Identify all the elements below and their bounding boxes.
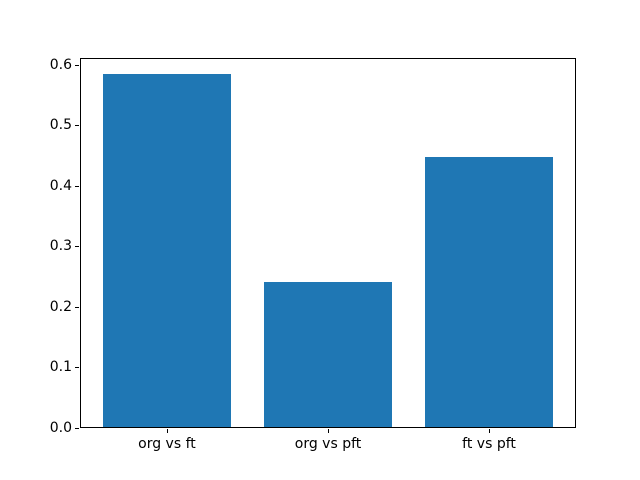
y-tick-mark [75, 185, 79, 187]
y-tick-mark [75, 64, 79, 66]
y-tick-mark [75, 367, 79, 369]
x-tick-label: ft vs pft [462, 435, 516, 452]
y-tick-mark [75, 125, 79, 127]
y-tick-label: 0.6 [49, 56, 72, 73]
bar-org-vs-ft [102, 73, 232, 428]
x-tick-mark [166, 428, 168, 433]
x-tick-mark [328, 428, 329, 433]
x-tick-label: org vs ft [138, 435, 196, 452]
y-tick-mark [75, 427, 79, 429]
x-tick-mark [489, 428, 491, 433]
y-tick-label: 0.1 [49, 359, 72, 376]
y-tick-mark [75, 246, 79, 248]
bar-ft-vs-pft [424, 157, 554, 428]
y-tick-label: 0.3 [49, 238, 72, 255]
x-tick-label: org vs pft [294, 435, 362, 452]
y-tick-label: 0.5 [49, 117, 72, 134]
y-tick-label: 0.0 [49, 419, 72, 436]
y-tick-mark [75, 306, 79, 308]
y-tick-label: 0.2 [49, 298, 72, 315]
y-tick-label: 0.4 [49, 177, 72, 194]
bar-org-vs-pft [263, 282, 393, 428]
